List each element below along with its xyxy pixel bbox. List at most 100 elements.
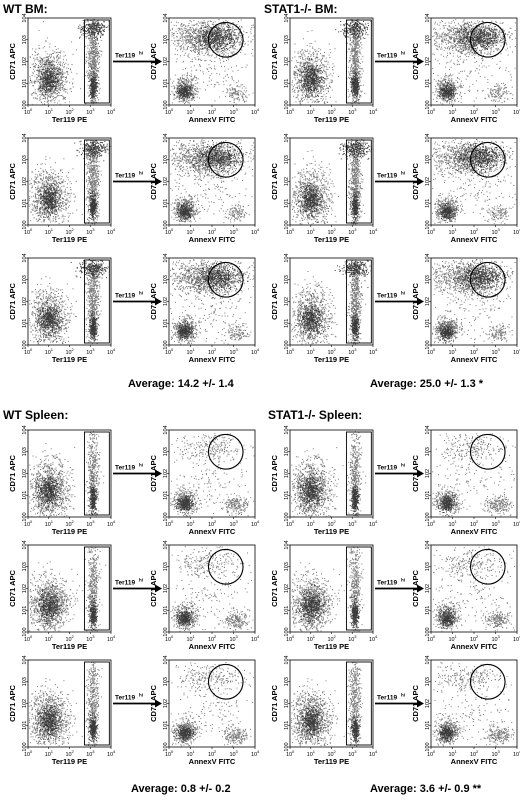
event-dot <box>47 102 48 103</box>
event-dot <box>55 46 56 47</box>
event-dot <box>58 88 59 89</box>
event-dot <box>58 54 59 55</box>
event-dot <box>57 64 58 65</box>
event-dot <box>57 59 58 60</box>
event-dot <box>33 92 34 93</box>
event-dot <box>42 90 43 91</box>
event-dot <box>56 73 57 74</box>
event-dot <box>35 52 36 53</box>
event-dot <box>65 89 66 90</box>
event-dot <box>54 69 55 70</box>
event-dot <box>40 99 41 100</box>
event-dot <box>29 76 30 77</box>
event-dot <box>60 73 61 74</box>
event-dot <box>39 57 40 58</box>
event-dot <box>36 59 37 60</box>
event-dot <box>39 83 40 84</box>
event-dot <box>39 72 40 73</box>
event-dot <box>31 95 32 96</box>
event-dot <box>41 85 42 86</box>
event-dot <box>67 93 68 94</box>
event-dot <box>76 73 77 74</box>
event-dot <box>52 53 53 54</box>
event-dot <box>39 30 40 31</box>
event-dot <box>56 49 57 50</box>
event-dot <box>45 66 46 67</box>
event-dot <box>43 76 44 77</box>
event-dot <box>53 53 54 54</box>
event-dot <box>64 84 65 85</box>
event-dot <box>60 84 61 85</box>
event-dot <box>60 52 61 53</box>
event-dot <box>57 55 58 56</box>
event-dot <box>52 63 53 64</box>
event-dot <box>36 64 37 65</box>
event-dot <box>50 96 51 97</box>
event-dot <box>38 61 39 62</box>
event-dot <box>45 62 46 63</box>
event-dot <box>33 73 34 74</box>
event-dot <box>62 80 63 81</box>
event-dot <box>58 83 59 84</box>
event-dot <box>55 69 56 70</box>
event-dot <box>48 100 49 101</box>
event-dot <box>66 71 67 72</box>
event-dot <box>38 60 39 61</box>
event-dot <box>44 46 45 47</box>
event-dot <box>61 87 62 88</box>
event-dot <box>72 83 73 84</box>
event-dot <box>66 68 67 69</box>
event-dot <box>56 93 57 94</box>
event-dot <box>39 75 40 76</box>
event-dot <box>57 56 58 57</box>
event-dot <box>37 57 38 58</box>
event-dot <box>36 49 37 50</box>
event-dot <box>47 66 48 67</box>
event-dot <box>41 73 42 74</box>
event-dot <box>35 89 36 90</box>
event-dot <box>31 81 32 82</box>
event-dot <box>39 48 40 49</box>
event-dot <box>63 86 64 87</box>
event-dot <box>30 79 31 80</box>
event-dot <box>44 92 45 93</box>
event-dot <box>40 84 41 85</box>
event-dot <box>36 79 37 80</box>
event-dot <box>53 57 54 58</box>
event-dot <box>45 41 46 42</box>
event-dot <box>34 51 35 52</box>
event-dot <box>57 66 58 67</box>
event-dot <box>53 64 54 65</box>
event-dot <box>54 61 55 62</box>
event-dot <box>58 57 59 58</box>
event-dot <box>71 91 72 92</box>
event-dot <box>56 62 57 63</box>
ter119-gating-plot: 100101102103104100101102103104Ter119 PEC… <box>8 13 116 124</box>
event-dot <box>34 61 35 62</box>
event-dot <box>63 81 64 82</box>
event-dot <box>63 85 64 86</box>
event-dot <box>60 56 61 57</box>
event-dot <box>59 89 60 90</box>
event-dot <box>48 56 49 57</box>
event-dot <box>32 48 33 49</box>
event-dot <box>63 96 64 97</box>
event-dot <box>30 57 31 58</box>
event-dot <box>39 69 40 70</box>
event-dot <box>49 96 50 97</box>
event-dot <box>39 98 40 99</box>
event-dot <box>60 95 61 96</box>
event-dot <box>66 82 67 83</box>
event-dot <box>59 74 60 75</box>
event-dot <box>32 93 33 94</box>
event-dot <box>57 103 58 104</box>
event-dot <box>65 99 66 100</box>
event-dot <box>69 82 70 83</box>
event-dot <box>55 93 56 94</box>
event-dot <box>48 103 49 104</box>
event-dot <box>65 73 66 74</box>
event-dot <box>39 90 40 91</box>
event-dot <box>49 47 50 48</box>
event-dot <box>35 63 36 64</box>
